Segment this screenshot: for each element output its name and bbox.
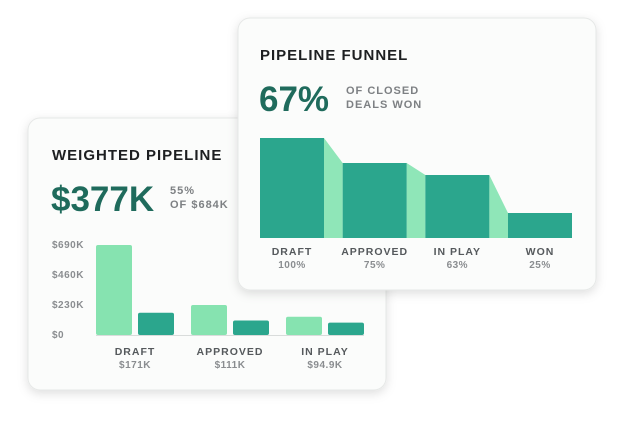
value-label: 100% bbox=[278, 260, 306, 271]
bar bbox=[138, 312, 174, 335]
x-tick-label: DRAFT bbox=[272, 246, 313, 258]
card-title: PIPELINE FUNNEL bbox=[260, 47, 408, 64]
kpi-caption: OF $684K bbox=[170, 199, 229, 211]
funnel-connector bbox=[324, 138, 343, 238]
card-title: WEIGHTED PIPELINE bbox=[52, 147, 222, 164]
funnel-connector bbox=[406, 163, 426, 238]
x-tick-label: IN PLAY bbox=[301, 346, 348, 358]
value-label: 63% bbox=[447, 260, 469, 271]
kpi-caption: 55% bbox=[170, 185, 195, 197]
bar bbox=[191, 305, 227, 335]
bar bbox=[96, 245, 132, 335]
pipeline-funnel-card: PIPELINE FUNNEL 67% OF CLOSED DEALS WON DRAF… bbox=[237, 17, 597, 291]
kpi-caption: OF CLOSED bbox=[346, 85, 419, 97]
y-tick-label: $690K bbox=[52, 240, 84, 251]
y-tick-label: $230K bbox=[52, 300, 84, 311]
funnel-bar bbox=[425, 175, 490, 238]
kpi-caption: DEALS WON bbox=[346, 99, 422, 111]
x-tick-label: DRAFT bbox=[115, 346, 156, 358]
value-label: 75% bbox=[364, 260, 386, 271]
category-value-label: $94.9K bbox=[307, 360, 343, 371]
kpi-value: $377K bbox=[51, 180, 154, 219]
x-tick-label: WON bbox=[526, 246, 555, 258]
bar bbox=[233, 320, 269, 335]
x-tick-label: APPROVED bbox=[341, 246, 408, 258]
x-tick-label: IN PLAY bbox=[434, 246, 481, 258]
funnel-bar bbox=[508, 213, 572, 238]
y-tick-label: $0 bbox=[52, 330, 64, 341]
bar bbox=[286, 316, 322, 335]
funnel-bar bbox=[260, 138, 324, 238]
x-tick-label: APPROVED bbox=[197, 346, 264, 358]
bar bbox=[328, 322, 364, 335]
funnel-bar bbox=[342, 163, 407, 238]
category-value-label: $111K bbox=[215, 360, 246, 371]
funnel-connector bbox=[489, 175, 508, 238]
value-label: 25% bbox=[529, 260, 551, 271]
category-value-label: $171K bbox=[119, 360, 151, 371]
kpi-value: 67% bbox=[259, 80, 329, 119]
y-tick-label: $460K bbox=[52, 270, 84, 281]
